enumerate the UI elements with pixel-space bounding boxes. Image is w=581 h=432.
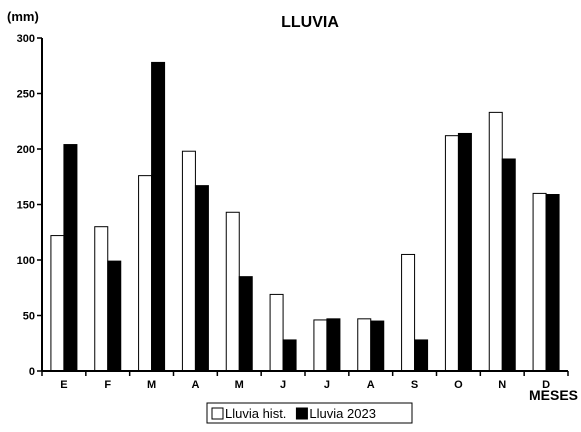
x-tick-label: J — [280, 379, 286, 391]
x-tick-label: O — [454, 379, 463, 391]
bar-hist — [488, 111, 503, 372]
bar-hist — [225, 211, 240, 372]
y-tick-label: 150 — [17, 200, 35, 212]
bars — [50, 61, 560, 372]
bar-hist — [269, 293, 284, 372]
bar-hist — [138, 175, 153, 372]
bar-2023 — [326, 318, 341, 372]
bar-2023 — [370, 320, 385, 372]
x-tick-label: S — [411, 379, 418, 391]
x-tick-label: J — [324, 379, 330, 391]
bar-2023 — [238, 276, 253, 372]
x-tick-label: A — [191, 379, 199, 391]
y-axis-label: (mm) — [7, 9, 39, 24]
bar-hist — [94, 226, 109, 372]
y-tick-label: 100 — [17, 255, 35, 267]
bar-2023 — [282, 339, 297, 372]
y-tick-label: 50 — [23, 311, 35, 323]
y-axis-ticks: 0 50 100 150 200 250 300 — [17, 33, 42, 378]
bar-hist — [532, 192, 547, 372]
x-axis-label: MESES — [529, 387, 578, 403]
x-tick-label: D — [542, 379, 550, 391]
x-tick-label: E — [60, 379, 67, 391]
legend-swatch-hist — [211, 407, 224, 420]
bar-hist — [50, 235, 65, 372]
bar-2023 — [107, 260, 122, 372]
bar-2023 — [414, 339, 429, 372]
legend-swatch-2023 — [295, 407, 308, 420]
x-tick-label: M — [147, 379, 156, 391]
y-tick-label: 0 — [29, 366, 35, 378]
bar-2023 — [545, 194, 560, 372]
bar-2023 — [63, 144, 78, 372]
bar-hist — [357, 318, 372, 372]
bar-2023 — [194, 185, 209, 372]
legend: Lluvia hist. Lluvia 2023 — [206, 402, 413, 424]
bar-2023 — [501, 158, 516, 372]
bar-2023 — [457, 132, 472, 372]
bar-2023 — [151, 61, 166, 372]
legend-box — [206, 402, 413, 424]
x-tick-label: F — [104, 379, 111, 391]
chart-title: LLUVIA — [281, 14, 339, 31]
axes — [41, 38, 568, 372]
y-tick-label: 200 — [17, 144, 35, 156]
legend-label-hist: Lluvia hist. — [225, 406, 286, 421]
legend-label-2023: Lluvia 2023 — [309, 406, 376, 421]
x-tick-label: N — [498, 379, 506, 391]
bar-hist — [181, 150, 196, 372]
bar-hist — [444, 135, 459, 372]
bar-hist — [313, 319, 328, 372]
y-tick-label: 250 — [17, 89, 35, 101]
bar-hist — [401, 253, 416, 372]
x-tick-label: M — [235, 379, 244, 391]
y-tick-label: 300 — [17, 33, 35, 45]
x-tick-label: A — [367, 379, 375, 391]
